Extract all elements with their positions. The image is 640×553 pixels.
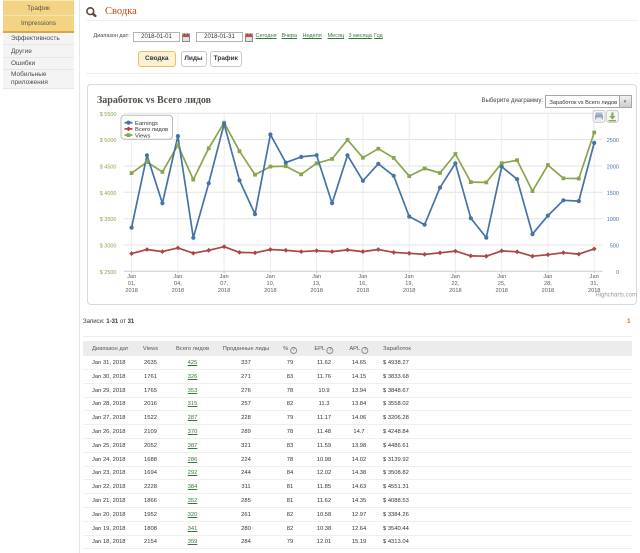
svg-text:1000: 1000 — [607, 217, 619, 223]
svg-text:2018: 2018 — [264, 288, 276, 294]
svg-text:2018: 2018 — [588, 288, 600, 294]
svg-text:2018: 2018 — [218, 288, 230, 294]
svg-text:Views: Views — [135, 133, 150, 139]
svg-text:0: 0 — [616, 270, 619, 276]
svg-text:Jan: Jan — [266, 274, 275, 280]
svg-text:$ 5500: $ 5500 — [100, 112, 117, 118]
svg-text:2000: 2000 — [607, 165, 619, 171]
svg-text:31,: 31, — [590, 281, 598, 287]
svg-text:Jan: Jan — [543, 274, 552, 280]
svg-text:2500: 2500 — [607, 138, 619, 144]
svg-text:Jan: Jan — [451, 274, 460, 280]
svg-text:Всего лидов: Всего лидов — [135, 127, 168, 133]
svg-text:2018: 2018 — [542, 288, 554, 294]
svg-text:2018: 2018 — [495, 288, 507, 294]
svg-text:$ 3500: $ 3500 — [100, 217, 117, 223]
svg-text:Jan: Jan — [127, 274, 136, 280]
svg-text:28,: 28, — [544, 281, 552, 287]
svg-text:Jan: Jan — [312, 274, 321, 280]
svg-text:25,: 25, — [498, 281, 506, 287]
svg-text:2018: 2018 — [310, 288, 322, 294]
svg-text:04,: 04, — [174, 281, 182, 287]
svg-text:2018: 2018 — [449, 288, 461, 294]
svg-text:Jan: Jan — [358, 274, 367, 280]
svg-text:Earnings: Earnings — [135, 121, 158, 127]
svg-text:Highcharts.com: Highcharts.com — [595, 293, 637, 299]
svg-text:2018: 2018 — [172, 288, 184, 294]
svg-text:$ 5000: $ 5000 — [100, 138, 117, 144]
svg-text:16,: 16, — [359, 281, 367, 287]
svg-text:01,: 01, — [128, 281, 136, 287]
svg-text:1500: 1500 — [607, 191, 619, 197]
svg-text:Jan: Jan — [590, 274, 599, 280]
svg-text:$ 3000: $ 3000 — [100, 244, 117, 250]
svg-text:07,: 07, — [220, 281, 228, 287]
svg-text:$ 4500: $ 4500 — [100, 165, 117, 171]
svg-text:2018: 2018 — [403, 288, 415, 294]
svg-text:2018: 2018 — [125, 288, 137, 294]
svg-text:$ 4000: $ 4000 — [100, 191, 117, 197]
svg-text:10,: 10, — [267, 281, 275, 287]
svg-text:$ 2500: $ 2500 — [100, 270, 117, 276]
svg-text:13,: 13, — [313, 281, 321, 287]
svg-text:Jan: Jan — [173, 274, 182, 280]
svg-text:22,: 22, — [452, 281, 460, 287]
svg-text:Jan: Jan — [220, 274, 229, 280]
svg-text:Jan: Jan — [405, 274, 414, 280]
svg-text:500: 500 — [610, 244, 619, 250]
svg-text:Jan: Jan — [497, 274, 506, 280]
svg-text:19,: 19, — [405, 281, 413, 287]
svg-text:2018: 2018 — [357, 288, 369, 294]
